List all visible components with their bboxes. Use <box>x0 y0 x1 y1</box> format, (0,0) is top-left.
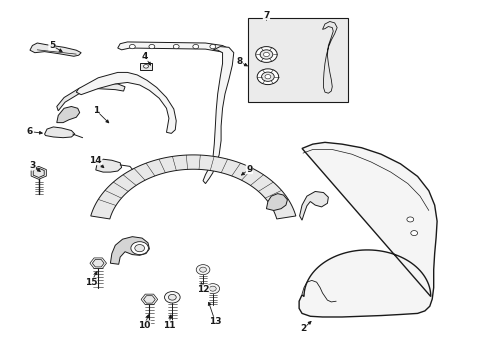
Text: 11: 11 <box>163 321 175 330</box>
Text: 1: 1 <box>92 105 99 114</box>
Circle shape <box>261 72 274 81</box>
Polygon shape <box>299 192 328 220</box>
Text: 10: 10 <box>138 321 150 330</box>
Polygon shape <box>118 42 229 53</box>
Circle shape <box>209 44 215 49</box>
Polygon shape <box>76 72 176 134</box>
Polygon shape <box>91 155 295 219</box>
Text: 12: 12 <box>196 285 209 294</box>
Polygon shape <box>57 83 125 111</box>
Circle shape <box>135 244 144 252</box>
FancyBboxPatch shape <box>247 18 347 102</box>
Text: 4: 4 <box>141 52 147 61</box>
Polygon shape <box>44 127 75 138</box>
Circle shape <box>255 46 277 62</box>
Text: 14: 14 <box>89 156 102 165</box>
Circle shape <box>173 44 179 49</box>
Polygon shape <box>30 43 81 56</box>
Polygon shape <box>299 142 436 317</box>
Text: 15: 15 <box>84 278 97 287</box>
Polygon shape <box>203 46 233 184</box>
Circle shape <box>263 52 269 57</box>
Polygon shape <box>322 22 336 93</box>
Circle shape <box>168 294 176 300</box>
Circle shape <box>260 50 272 59</box>
Text: 5: 5 <box>49 41 55 50</box>
Text: 8: 8 <box>236 57 242 66</box>
Circle shape <box>199 267 206 272</box>
Circle shape <box>131 242 148 255</box>
FancyBboxPatch shape <box>140 63 152 70</box>
Circle shape <box>410 230 417 235</box>
Polygon shape <box>57 107 80 123</box>
Circle shape <box>196 265 209 275</box>
Polygon shape <box>96 159 122 172</box>
Text: 2: 2 <box>299 324 305 333</box>
Text: 13: 13 <box>208 317 221 326</box>
Circle shape <box>192 44 198 49</box>
Circle shape <box>257 69 278 85</box>
Polygon shape <box>266 194 287 211</box>
Text: 3: 3 <box>29 161 36 170</box>
Circle shape <box>129 44 135 49</box>
Circle shape <box>143 64 148 68</box>
Circle shape <box>205 284 219 294</box>
Circle shape <box>164 292 180 303</box>
Text: 7: 7 <box>263 10 269 19</box>
Circle shape <box>406 217 413 222</box>
Polygon shape <box>110 237 149 264</box>
Circle shape <box>264 75 270 79</box>
Circle shape <box>209 286 216 291</box>
Text: 9: 9 <box>245 165 252 174</box>
Text: 6: 6 <box>27 127 33 136</box>
Circle shape <box>149 44 155 49</box>
